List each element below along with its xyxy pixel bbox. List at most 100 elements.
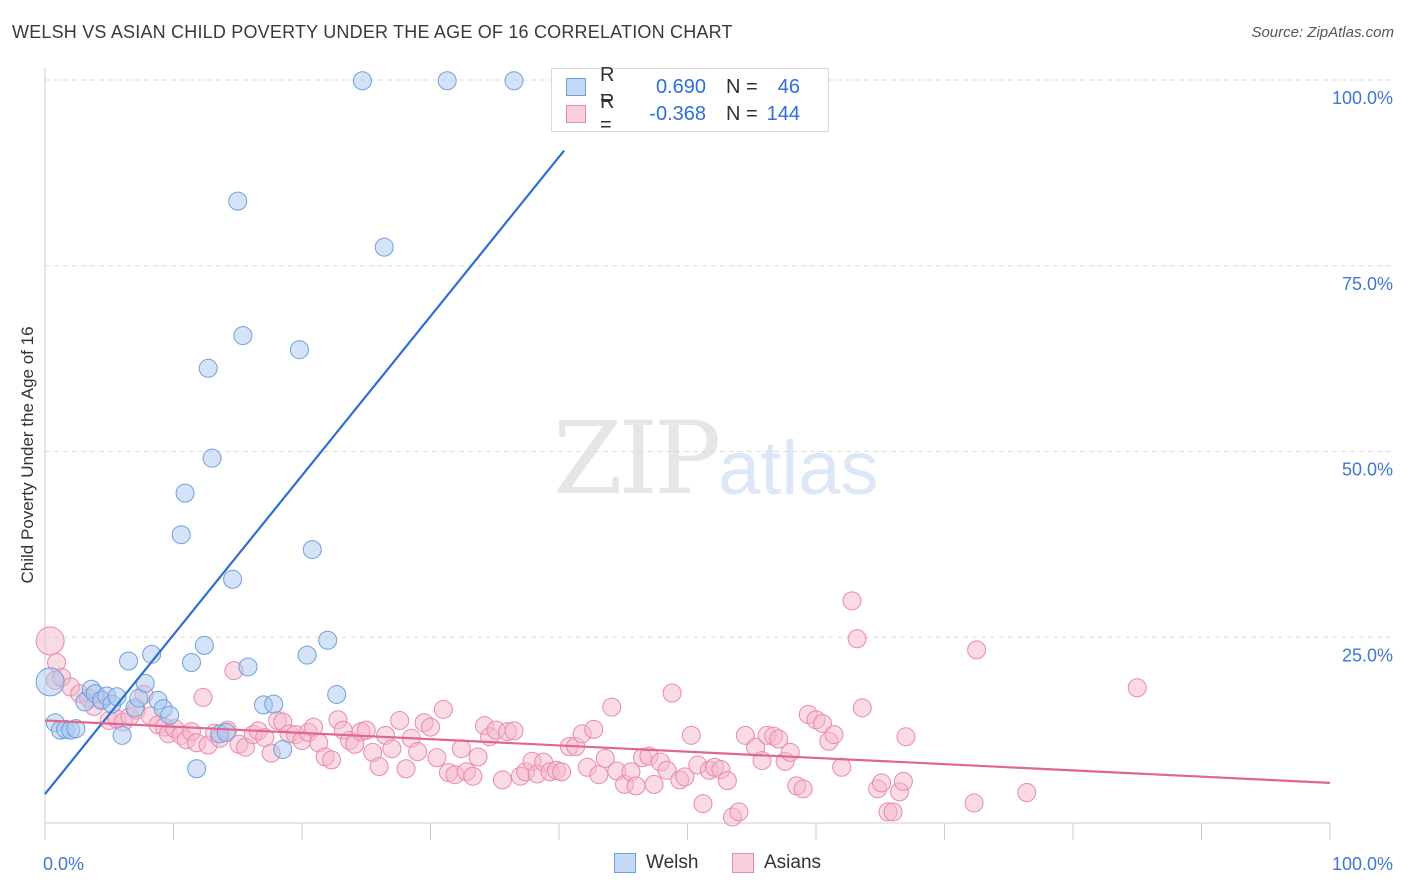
welsh-point: [289, 340, 309, 360]
welsh-point: [198, 358, 218, 378]
y-tick-label: 50.0%: [1342, 460, 1393, 480]
welsh-point: [233, 326, 253, 346]
asians-point: [793, 779, 813, 799]
asians-point: [35, 626, 65, 656]
asians-point: [693, 794, 713, 814]
correlation-legend: R = 0.690 N = 46 R = -0.368 N = 144: [551, 64, 829, 136]
welsh-point: [352, 71, 372, 91]
asians-point: [812, 713, 832, 733]
asians-point: [852, 698, 872, 718]
asians-point: [433, 699, 453, 719]
legend-item-asians[interactable]: Asians: [732, 852, 821, 874]
asians-point: [468, 747, 488, 767]
asians-point: [1017, 783, 1037, 803]
asians-point: [492, 770, 512, 790]
asians-point: [396, 759, 416, 779]
asians-point: [780, 742, 800, 762]
asians-point: [322, 750, 342, 770]
welsh-point: [264, 694, 284, 714]
welsh-point: [187, 759, 207, 779]
welsh-point: [327, 684, 347, 704]
asians-trend-line: [44, 719, 1331, 784]
welsh-point: [202, 448, 222, 468]
asians-point: [584, 719, 604, 739]
asians-point: [769, 729, 789, 749]
y-tick-label: 75.0%: [1342, 274, 1393, 294]
asians-point: [421, 717, 440, 737]
asians-point: [644, 774, 664, 794]
asians-point: [390, 710, 410, 730]
asians-point: [681, 725, 701, 745]
asians-point: [964, 793, 984, 813]
x-tick-label: 100.0%: [1332, 854, 1393, 874]
series-legend: Welsh Asians: [0, 852, 1406, 876]
asians-point: [883, 802, 903, 822]
asians-point: [193, 687, 213, 707]
welsh-point: [35, 667, 65, 697]
welsh-point: [112, 725, 132, 745]
legend-row-asians: R = -0.368 N = 144: [566, 91, 800, 136]
welsh-n-label: N =: [726, 75, 758, 98]
asians-point: [893, 771, 913, 791]
asians-point: [463, 766, 483, 786]
legend-item-welsh[interactable]: Welsh: [614, 852, 698, 874]
asians-legend-label: Asians: [764, 852, 822, 873]
asians-point: [842, 591, 862, 611]
y-tick-label: 25.0%: [1342, 645, 1393, 665]
asians-point: [504, 721, 524, 741]
welsh-r-label: R =: [600, 64, 615, 109]
chart-source: Source: ZipAtlas.com: [1251, 24, 1394, 41]
asians-point: [662, 683, 682, 703]
asians-point: [824, 725, 844, 745]
asians-point: [896, 727, 916, 747]
welsh-point: [223, 569, 243, 589]
asians-point: [626, 776, 646, 796]
watermark-atlas: atlas: [718, 426, 879, 511]
welsh-point: [374, 237, 394, 257]
chart-title: WELSH VS ASIAN CHILD POVERTY UNDER THE A…: [12, 22, 733, 42]
welsh-point: [181, 653, 201, 673]
asians-point: [602, 697, 622, 717]
asians-point: [832, 757, 852, 777]
asians-r-value: -0.368: [649, 102, 706, 125]
welsh-n-value: 46: [777, 75, 800, 98]
welsh-point: [437, 71, 457, 91]
asians-point: [382, 739, 402, 759]
asians-n-value: 144: [766, 102, 800, 125]
welsh-point: [318, 630, 338, 650]
welsh-point: [119, 651, 139, 671]
welsh-legend-label: Welsh: [646, 852, 699, 873]
welsh-point: [135, 673, 155, 693]
asians-point: [657, 760, 677, 780]
asians-swatch: [566, 105, 586, 123]
asians-point: [356, 720, 376, 740]
asians-point: [872, 773, 892, 793]
asians-point: [552, 762, 572, 782]
asians-point: [1127, 678, 1147, 698]
watermark-zip: ZIP: [553, 400, 721, 517]
asians-legend-swatch: [732, 853, 754, 873]
welsh-point: [302, 540, 322, 560]
welsh-point: [160, 705, 180, 725]
welsh-point: [238, 657, 258, 677]
asians-point: [729, 802, 749, 822]
welsh-point: [194, 635, 214, 655]
asians-point: [847, 629, 867, 649]
welsh-r-value: 0.690: [655, 75, 706, 98]
asians-point: [717, 771, 737, 791]
welsh-point: [66, 719, 86, 739]
asians-point: [369, 757, 389, 777]
welsh-point: [228, 191, 248, 211]
asians-point: [967, 640, 987, 660]
asians-n-label: N =: [726, 102, 758, 125]
asians-point: [408, 742, 428, 762]
asians-point: [675, 767, 695, 787]
welsh-trend-line: [44, 149, 565, 795]
welsh-point: [273, 739, 293, 759]
welsh-swatch: [566, 78, 586, 96]
welsh-point: [297, 645, 317, 665]
welsh-legend-swatch: [614, 853, 636, 873]
x-tick-label: 0.0%: [43, 854, 84, 874]
welsh-point: [171, 525, 191, 545]
